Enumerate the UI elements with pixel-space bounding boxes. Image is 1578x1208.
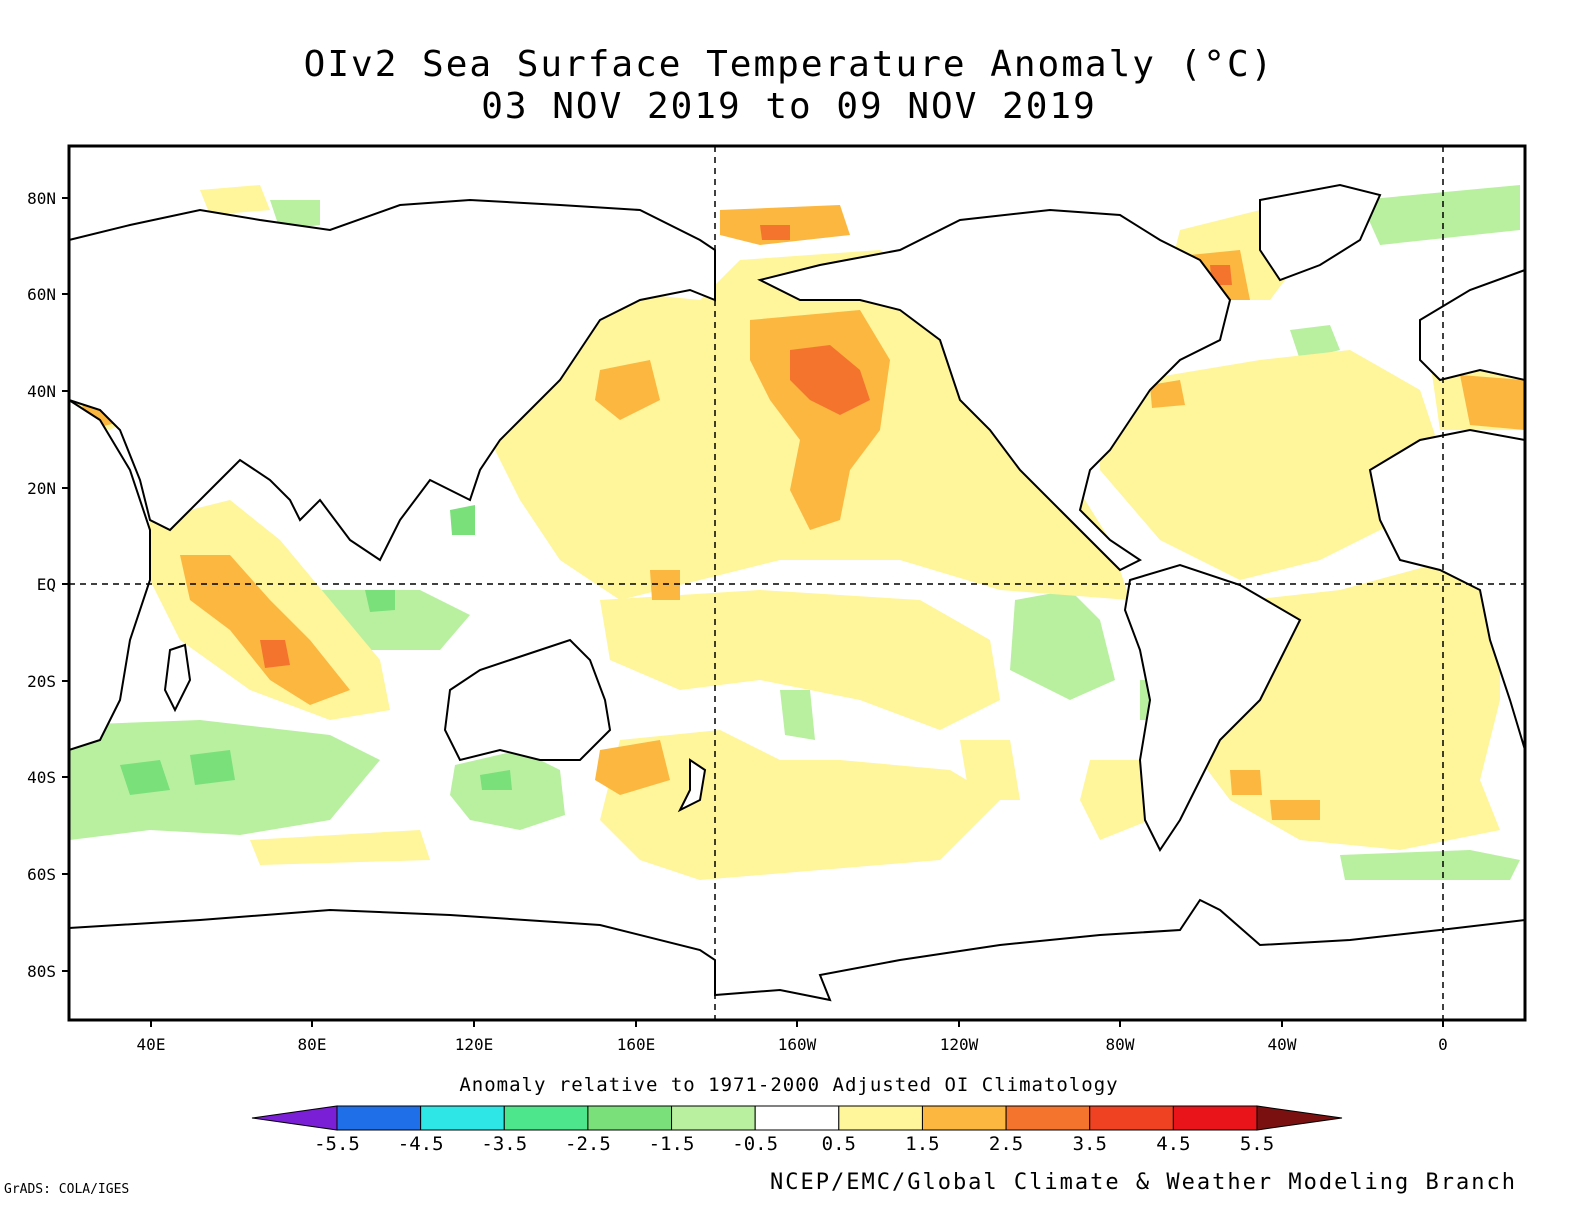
lat-label: 80S [27, 962, 56, 981]
lat-label: 60N [27, 285, 56, 304]
colorbar-tick-label: 1.5 [905, 1133, 939, 1155]
lon-label: 80W [1106, 1035, 1135, 1054]
map-title-line-1: OIv2 Sea Surface Temperature Anomaly (°C… [303, 44, 1275, 85]
lon-label: 40E [137, 1035, 166, 1054]
colorbar-segment [671, 1105, 756, 1131]
continent-outlines [68, 183, 1526, 1021]
ncep-credit: NCEP/EMC/Global Climate & Weather Modeli… [770, 1170, 1518, 1195]
australia-landmass [443, 638, 612, 762]
colorbar-caption: Anomaly relative to 1971-2000 Adjusted O… [459, 1074, 1119, 1096]
greenland [1259, 183, 1382, 282]
colorbar-segment [1256, 1105, 1343, 1131]
lat-label: 40N [27, 382, 56, 401]
stronger-cool-spots [120, 505, 512, 795]
lon-label: 120E [455, 1035, 494, 1054]
colorbar-tick-label: 2.5 [989, 1133, 1023, 1155]
lat-label: 60S [27, 865, 56, 884]
grads-credit: GrADS: COLA/IGES [4, 1182, 130, 1197]
south-america-landmass [1123, 563, 1302, 852]
new-zealand [677, 758, 707, 813]
colorbar-tick-label: -2.5 [565, 1133, 611, 1155]
colorbar-segment [587, 1105, 673, 1131]
lon-label: 120W [940, 1035, 979, 1054]
latitude-labels: 80N 60N 40N 20N EQ 20S 40S 60S 80S [27, 189, 56, 981]
west-africa-landmass [1368, 428, 1526, 751]
colorbar-segment [251, 1105, 338, 1131]
colorbar-tick-label: -3.5 [481, 1133, 527, 1155]
africa-landmass [68, 398, 151, 752]
colorbar-tick-label: 5.5 [1240, 1133, 1274, 1155]
madagascar [163, 643, 192, 713]
lon-label: 160W [778, 1035, 817, 1054]
colorbar: -5.5 -4.5 -3.5 -2.5 -1.5 -0.5 0.5 1.5 2.5 3.5 4.5 5… [251, 1105, 1343, 1155]
lon-label: 160E [617, 1035, 656, 1054]
lat-label: 20S [27, 672, 56, 691]
lat-label: 40S [27, 768, 56, 787]
colorbar-tick-label: -1.5 [649, 1133, 695, 1155]
anomaly-field [70, 185, 1525, 880]
colorbar-segment [1172, 1105, 1258, 1131]
colorbar-tick-label: 3.5 [1073, 1133, 1107, 1155]
colorbar-segment [754, 1105, 840, 1131]
longitude-axis [150, 1020, 1444, 1027]
colorbar-segment [921, 1105, 1007, 1131]
colorbar-tick-label: -4.5 [398, 1133, 444, 1155]
lon-label: 0 [1438, 1035, 1448, 1054]
north-america-landmass [757, 208, 1232, 572]
antarctica-landmass [68, 898, 1526, 1021]
lat-label: EQ [37, 575, 56, 594]
colorbar-tick-label: -0.5 [732, 1133, 778, 1155]
lat-label: 20N [27, 479, 56, 498]
colorbar-segment [503, 1105, 589, 1131]
latitude-axis [62, 197, 69, 972]
colorbar-segment [838, 1105, 923, 1131]
lon-label: 40W [1268, 1035, 1297, 1054]
very-strong-warm-anomalies [260, 225, 1232, 668]
colorbar-tick-label: 4.5 [1156, 1133, 1190, 1155]
lon-label: 80E [298, 1035, 327, 1054]
colorbar-segment [336, 1105, 422, 1131]
longitude-labels: 40E 80E 120E 160E 160W 120W 80W 40W 0 [137, 1035, 1448, 1054]
lat-label: 80N [27, 189, 56, 208]
colorbar-tick-label: 0.5 [822, 1133, 856, 1155]
colorbar-segment [1005, 1105, 1091, 1131]
strong-warm-anomalies [80, 205, 1525, 820]
europe-landmass [1419, 268, 1526, 382]
colorbar-segment [420, 1105, 505, 1131]
colorbar-tick-label: -5.5 [314, 1133, 360, 1155]
colorbar-segment [1089, 1105, 1174, 1131]
reference-lines [69, 146, 1525, 1020]
eurasia-landmass [68, 198, 716, 562]
map-title-line-2: 03 NOV 2019 to 09 NOV 2019 [481, 86, 1097, 127]
